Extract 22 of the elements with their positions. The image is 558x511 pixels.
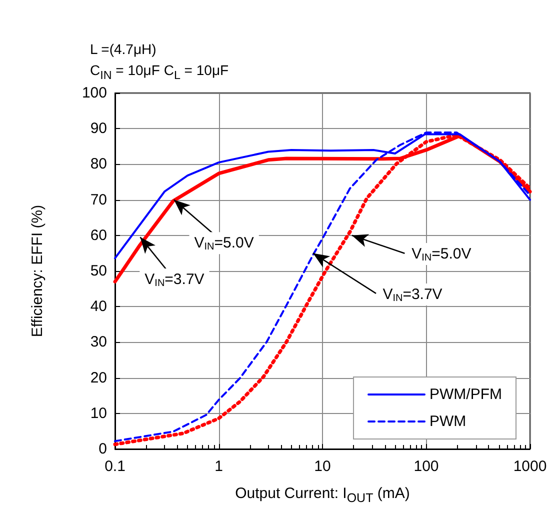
y-tick-label: 100 xyxy=(82,84,107,102)
x-tick-label: 1 xyxy=(214,458,223,475)
legend-label: PWM/PFM xyxy=(430,386,502,403)
x-tick-label: 100 xyxy=(414,458,439,475)
x-tick-label: 0.1 xyxy=(104,458,126,475)
y-tick-label: 30 xyxy=(90,334,107,351)
x-axis-title: Output Current: I$_{OUT}$ (mA) xyxy=(234,485,411,505)
text: C$_{IN}$ = 10μF C$_{L}$ = 10μF xyxy=(90,62,229,82)
y-tick-label: 50 xyxy=(90,262,107,280)
y-tick-label: 0 xyxy=(98,440,107,458)
y-tick-label: 70 xyxy=(90,191,107,208)
x-tick-label: 1000 xyxy=(513,458,547,475)
y-tick-label: 90 xyxy=(90,120,107,138)
y-tick-label: 20 xyxy=(90,369,107,386)
y-tick-label: 10 xyxy=(90,404,107,422)
y-axis-title: Efficiency: EFFI (%) xyxy=(29,204,46,338)
y-tick-label: 80 xyxy=(90,156,107,173)
y-tick-label: 60 xyxy=(90,226,107,244)
y-tick-label: 40 xyxy=(90,298,107,316)
x-tick-label: 10 xyxy=(314,458,331,475)
legend-label: PWM xyxy=(430,413,466,430)
text: L =(4.7μH) xyxy=(90,41,156,57)
